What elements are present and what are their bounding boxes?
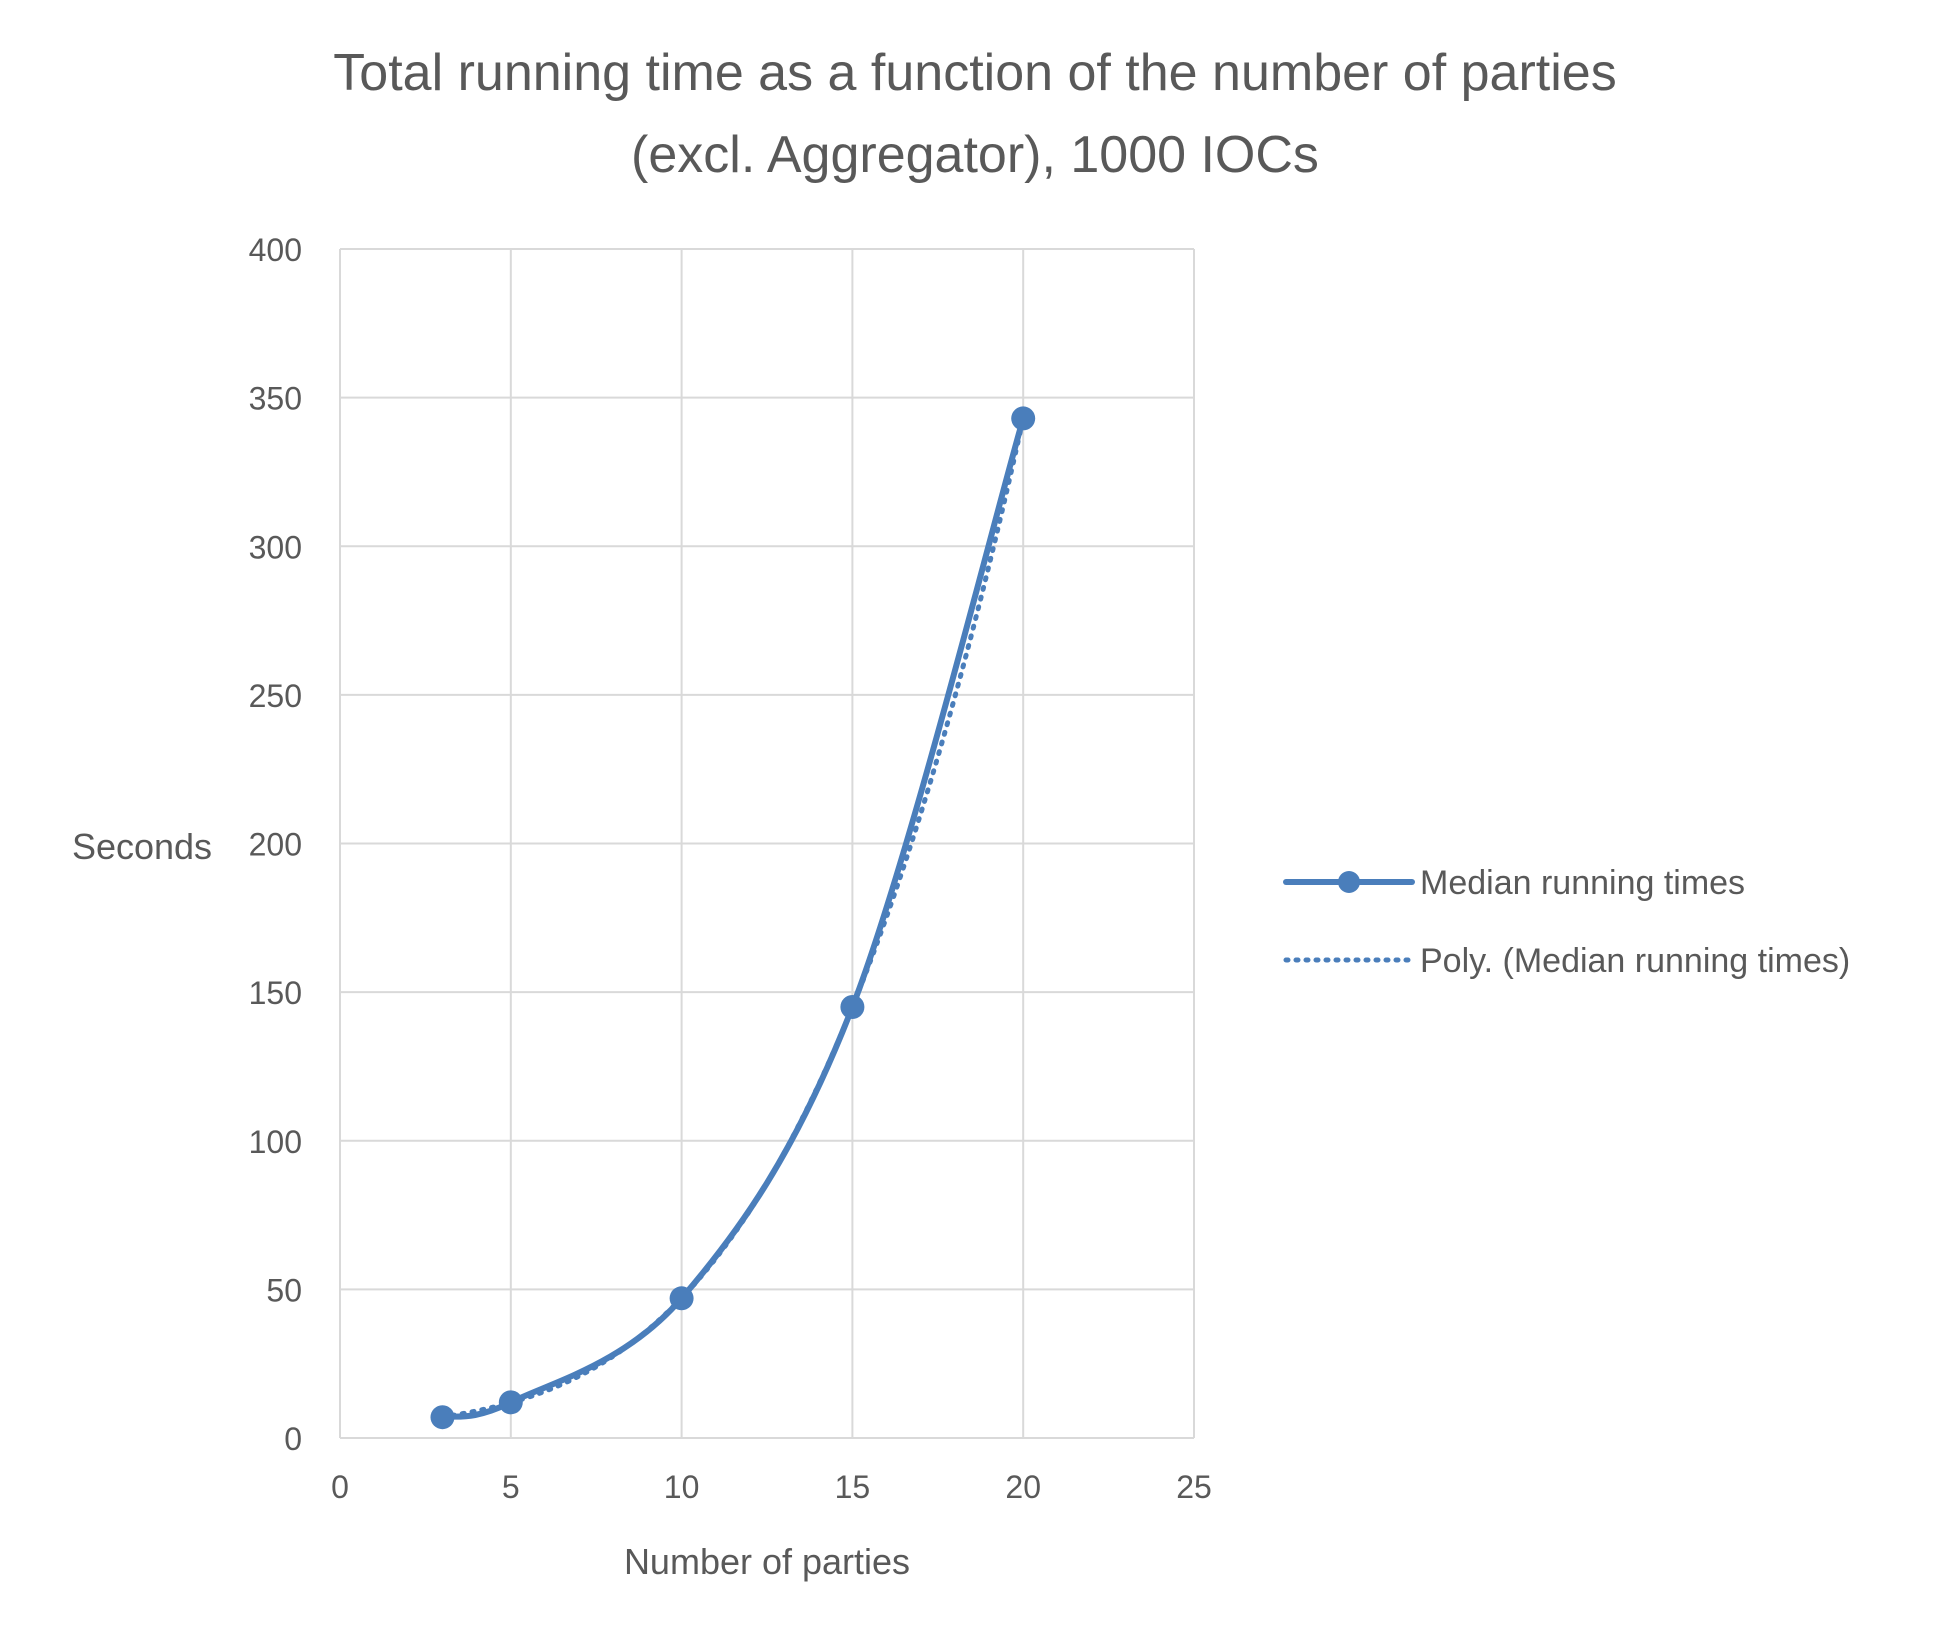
legend-median-label: Median running times xyxy=(1420,864,1745,902)
y-tick-label: 300 xyxy=(249,529,302,565)
x-axis-title: Number of parties xyxy=(624,1541,910,1582)
tick-labels: 0 50 100 150 200 250 300 350 400 0 5 10 15 20 25 xyxy=(249,232,1212,1505)
y-axis-title: Seconds xyxy=(72,826,212,867)
data-point xyxy=(1011,406,1036,431)
series-layer xyxy=(430,406,1036,1430)
series-line-median xyxy=(439,415,1027,1421)
data-point xyxy=(669,1286,694,1311)
x-tick-label: 25 xyxy=(1176,1469,1212,1505)
x-tick-label: 0 xyxy=(331,1469,349,1505)
chart-subtitle: (excl. Aggregator), 1000 IOCs xyxy=(631,126,1319,184)
legend-item-median: Median running times xyxy=(1283,864,1745,902)
legend: Median running times Poly. (Median runni… xyxy=(1283,864,1850,980)
x-tick-label: 5 xyxy=(502,1469,520,1505)
x-tick-label: 10 xyxy=(664,1469,700,1505)
legend-poly-label: Poly. (Median running times) xyxy=(1420,942,1850,980)
data-point xyxy=(430,1405,455,1430)
y-tick-label: 250 xyxy=(249,678,302,714)
y-tick-label: 400 xyxy=(249,232,302,268)
trendline-poly xyxy=(439,415,1026,1420)
grid-layer xyxy=(339,248,1195,1439)
y-tick-label: 350 xyxy=(249,381,302,417)
legend-median-marker xyxy=(1338,871,1360,893)
x-tick-label: 15 xyxy=(835,1469,871,1505)
y-tick-label: 100 xyxy=(249,1124,302,1160)
y-tick-label: 150 xyxy=(249,975,302,1011)
y-tick-label: 200 xyxy=(249,827,302,863)
chart-title: Total running time as a function of the … xyxy=(333,44,1616,102)
legend-item-poly: Poly. (Median running times) xyxy=(1283,942,1850,980)
data-point xyxy=(498,1390,523,1415)
y-tick-label: 0 xyxy=(284,1421,302,1457)
y-tick-label: 50 xyxy=(266,1272,302,1308)
data-point xyxy=(840,994,865,1019)
x-tick-label: 20 xyxy=(1005,1469,1041,1505)
